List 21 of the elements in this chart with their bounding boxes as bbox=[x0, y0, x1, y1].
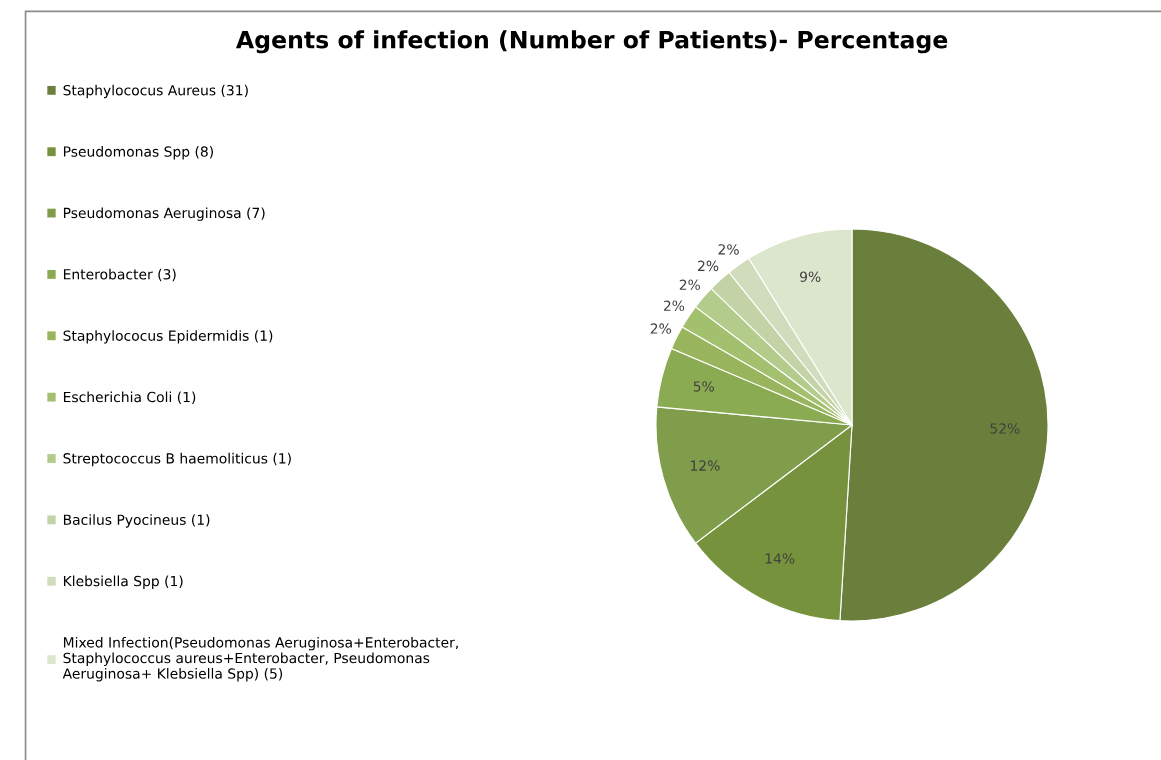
data-label: 2% bbox=[698, 260, 719, 272]
data-label: 5% bbox=[693, 381, 714, 392]
legend-label: Staphylococus Aureus (31) bbox=[63, 84, 248, 99]
data-label: 2% bbox=[650, 323, 671, 334]
data-label: 9% bbox=[800, 271, 821, 282]
legend-label: Streptococcus B haemoliticus (1) bbox=[63, 452, 291, 467]
data-label: 2% bbox=[663, 300, 685, 311]
legend-label: Staphylococus Epidermidis (1) bbox=[63, 330, 273, 344]
legend-label: Mixed Infection(Pseudomonas Aeruginosa+Enterobacter, Staphylococcus aureus+Enterobacter, Pseudomonas Aeruginosa+ Klebsiella Spp) (5) bbox=[62, 636, 458, 682]
data-label: 14% bbox=[765, 553, 795, 564]
data-label: 12% bbox=[691, 460, 720, 471]
legend-label: Klebsiella Spp (1) bbox=[63, 575, 183, 590]
data-label: 2% bbox=[718, 244, 739, 255]
chart-title: Agents of infection (Number of Patients)- Percentage bbox=[236, 30, 948, 54]
legend-label: Enterobacter (3) bbox=[63, 268, 176, 282]
legend-label: Pseudomonas Aeruginosa (7) bbox=[63, 207, 265, 221]
legend-label: Pseudomonas Spp (8) bbox=[63, 146, 213, 160]
legend-label: Bacilus Pyocineus (1) bbox=[63, 514, 210, 528]
data-label: 52% bbox=[990, 423, 1020, 434]
data-label: 2% bbox=[679, 279, 700, 291]
legend-label: Escherichia Coli (1) bbox=[63, 391, 196, 404]
